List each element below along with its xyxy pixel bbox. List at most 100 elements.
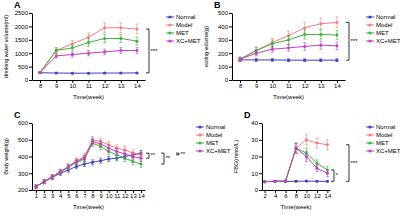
y-tick: 500 (18, 137, 32, 143)
y-tick: 20 (251, 154, 262, 160)
x-tick-label: 4 (59, 193, 63, 199)
series-line (36, 153, 141, 187)
error-bar (55, 48, 58, 53)
point (335, 34, 338, 37)
series (35, 138, 143, 188)
point (51, 175, 54, 178)
error-bar (284, 180, 287, 182)
point (71, 53, 74, 56)
annotations: **** (331, 145, 358, 182)
x-tick: 6 (75, 190, 79, 199)
error-bar (305, 135, 308, 145)
point (326, 143, 329, 146)
x-tick-label: 7 (83, 193, 87, 199)
y-tick-mark (29, 53, 32, 54)
x-tick-label: 10 (106, 193, 113, 199)
x-tick-label: 11 (286, 83, 293, 89)
legend-swatch-marker (198, 125, 201, 128)
error-bar (319, 30, 322, 39)
point (271, 42, 274, 45)
y-axis-title: FBG(mmol/L) (233, 140, 239, 173)
x-tick-label: 10 (270, 83, 277, 89)
error-bar (131, 153, 134, 160)
legend-label: Normal (176, 14, 195, 20)
point (263, 180, 266, 183)
y-tick-label: 10 (251, 171, 258, 177)
x-tick-label: 9 (255, 83, 259, 89)
point (303, 33, 306, 36)
point (305, 138, 308, 141)
point (295, 180, 298, 183)
error-bar (303, 30, 306, 39)
series-line (40, 51, 137, 73)
x-tick-label: 14 (138, 193, 145, 199)
point (319, 44, 322, 47)
point (99, 159, 102, 162)
x-axis: 891011121314 (33, 80, 146, 89)
significance-label: ** (151, 152, 156, 158)
legend-label: Normal (376, 14, 395, 20)
legend-item: Model (196, 132, 222, 138)
plot-area (263, 135, 329, 183)
error-bar (51, 175, 54, 179)
error-bar (51, 174, 54, 178)
error-bar (274, 181, 277, 182)
y-tick: 300 (218, 37, 232, 43)
point (284, 180, 287, 183)
error-bar (335, 42, 338, 50)
x-tick: 9 (55, 80, 59, 89)
error-bar (274, 181, 277, 182)
x-tick-label: 12 (102, 83, 109, 89)
point (303, 45, 306, 48)
significance-bracket (146, 29, 149, 73)
x-tick: 11 (114, 190, 121, 199)
error-bar (287, 36, 290, 45)
point (326, 172, 329, 175)
error-bar (83, 162, 86, 167)
x-tick-label: 14 (334, 83, 341, 89)
error-bar (287, 44, 290, 51)
y-tick-mark (259, 123, 262, 124)
y-tick-label: 400 (18, 154, 29, 160)
error-bar (35, 185, 38, 188)
point (55, 54, 58, 57)
point (107, 147, 110, 150)
series-line (40, 28, 137, 73)
legend: NormalModelMETXC+MET (366, 124, 400, 154)
point (135, 28, 138, 31)
error-bar (43, 180, 46, 184)
point (319, 59, 322, 62)
point (39, 71, 42, 74)
significance-label: *** (351, 38, 359, 44)
point (99, 142, 102, 145)
y-tick-mark (229, 13, 232, 14)
error-bar (271, 59, 274, 62)
legend-swatch-marker (198, 133, 201, 136)
legend-label: Model (176, 22, 192, 28)
y-tick: 0 (255, 187, 262, 193)
point (295, 147, 298, 150)
legend-item: Normal (166, 14, 195, 20)
legend-label: MET (376, 140, 389, 146)
point (87, 72, 90, 75)
error-bar (295, 143, 298, 153)
point (35, 185, 38, 188)
error-bar (263, 181, 266, 182)
point (83, 157, 86, 160)
point (335, 21, 338, 24)
legend-label: XC+MET (206, 148, 231, 154)
point (315, 180, 318, 183)
x-tick-label: 2 (263, 193, 267, 199)
legend-label: Normal (376, 124, 395, 130)
point (305, 155, 308, 158)
point (287, 38, 290, 41)
point (87, 36, 90, 39)
x-tick: 14 (334, 80, 341, 89)
point (303, 59, 306, 62)
error-bar (315, 181, 318, 182)
x-tick-label: 9 (99, 193, 103, 199)
y-tick-label: 0 (255, 187, 259, 193)
series (263, 143, 329, 183)
x-tick: 1 (35, 190, 39, 199)
point (295, 147, 298, 150)
